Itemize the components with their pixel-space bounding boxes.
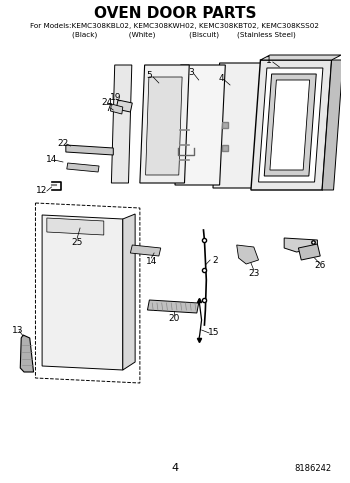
Text: OVEN DOOR PARTS: OVEN DOOR PARTS (94, 5, 256, 20)
Polygon shape (147, 300, 199, 313)
Polygon shape (284, 238, 317, 252)
Text: 1: 1 (266, 56, 272, 65)
Text: 2: 2 (212, 256, 218, 265)
Text: 19: 19 (110, 93, 122, 101)
Polygon shape (131, 245, 161, 256)
Polygon shape (116, 100, 132, 112)
Polygon shape (264, 74, 316, 176)
Text: 8186242: 8186242 (294, 464, 332, 472)
Polygon shape (140, 65, 189, 183)
Polygon shape (67, 163, 99, 172)
Text: 14: 14 (146, 256, 157, 266)
Polygon shape (146, 77, 182, 175)
Polygon shape (175, 65, 225, 185)
Text: 25: 25 (71, 238, 83, 246)
Polygon shape (251, 60, 332, 190)
Polygon shape (259, 68, 323, 182)
Text: 26: 26 (315, 260, 326, 270)
Polygon shape (66, 145, 113, 155)
Polygon shape (111, 104, 123, 114)
Text: 15: 15 (208, 327, 220, 337)
Text: 4: 4 (219, 73, 224, 83)
Text: 23: 23 (248, 269, 259, 278)
Text: 7: 7 (106, 103, 111, 113)
Text: 22: 22 (57, 139, 69, 147)
Polygon shape (20, 335, 34, 372)
Text: 12: 12 (36, 185, 48, 195)
Text: 5: 5 (147, 71, 152, 80)
Polygon shape (42, 215, 123, 370)
Text: 20: 20 (168, 313, 180, 323)
Text: 24: 24 (101, 98, 112, 106)
Text: (Black)              (White)               (Biscuit)        (Stainless Steel): (Black) (White) (Biscuit) (Stainless Ste… (54, 32, 296, 38)
Text: 14: 14 (46, 155, 57, 164)
Text: For Models:KEMC308KBL02, KEMC308KWH02, KEMC308KBT02, KEMC308KSS02: For Models:KEMC308KBL02, KEMC308KWH02, K… (30, 23, 320, 29)
Text: 3: 3 (188, 68, 194, 76)
Polygon shape (322, 60, 343, 190)
Polygon shape (47, 218, 104, 235)
Polygon shape (111, 65, 132, 183)
Polygon shape (237, 245, 259, 264)
Polygon shape (299, 244, 320, 260)
Polygon shape (270, 80, 310, 170)
Text: 13: 13 (12, 326, 23, 335)
Polygon shape (123, 214, 135, 370)
Polygon shape (213, 63, 269, 188)
Polygon shape (260, 55, 341, 60)
Text: 4: 4 (172, 463, 178, 473)
